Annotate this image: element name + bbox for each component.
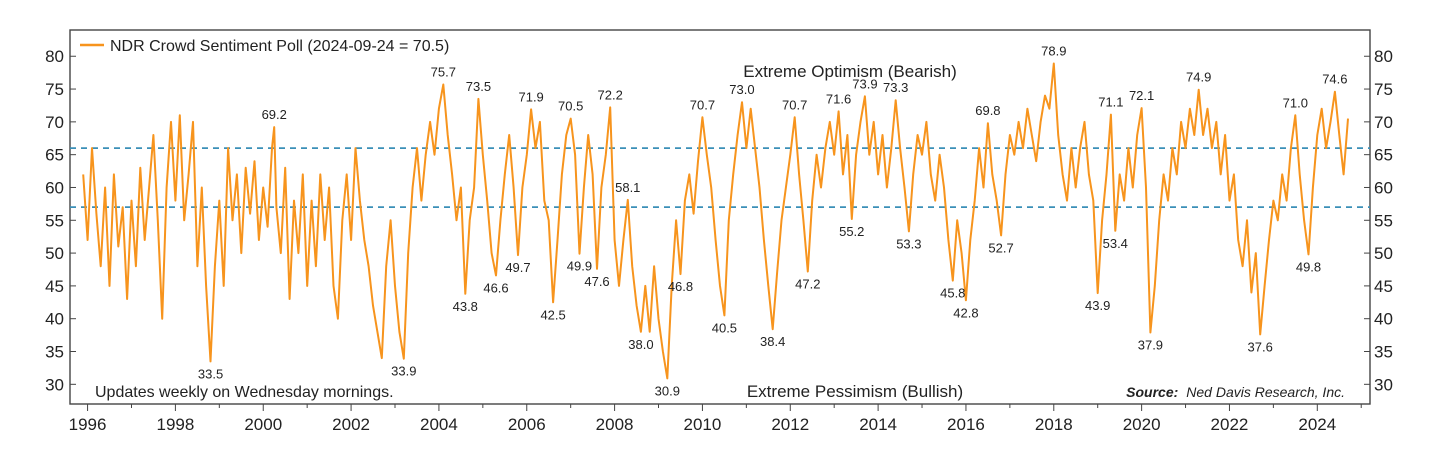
data-label: 47.2 bbox=[795, 276, 820, 291]
data-label: 53.3 bbox=[896, 236, 921, 251]
x-tick-label: 2012 bbox=[771, 415, 809, 434]
y-tick-label: 70 bbox=[45, 113, 64, 132]
y-tick-label: 55 bbox=[1374, 211, 1393, 230]
data-label: 72.2 bbox=[598, 87, 623, 102]
series-line bbox=[82, 62, 1349, 380]
x-tick-label: 1998 bbox=[156, 415, 194, 434]
x-tick-label: 2024 bbox=[1298, 415, 1336, 434]
data-label: 69.8 bbox=[975, 103, 1000, 118]
data-label: 55.2 bbox=[839, 224, 864, 239]
y-tick-label: 70 bbox=[1374, 113, 1393, 132]
data-label: 47.6 bbox=[584, 274, 609, 289]
data-label: 73.9 bbox=[852, 76, 877, 91]
y-tick-label: 30 bbox=[1374, 375, 1393, 394]
y-tick-label: 65 bbox=[1374, 146, 1393, 165]
data-label: 40.5 bbox=[712, 320, 737, 335]
data-label: 70.5 bbox=[558, 99, 583, 114]
data-label: 43.9 bbox=[1085, 298, 1110, 313]
data-label: 52.7 bbox=[988, 240, 1013, 255]
y-tick-label: 80 bbox=[1374, 47, 1393, 66]
data-label: 70.7 bbox=[782, 97, 807, 112]
x-axis: 1996 1998 2000 2002 2004 2006 2008 2010 2012 2014… bbox=[69, 404, 1362, 434]
threshold-lines bbox=[70, 147, 1370, 209]
y-axis-left: 30 35 40 45 50 55 60 65 70 75 80 bbox=[45, 47, 76, 394]
y-tick-label: 40 bbox=[45, 310, 64, 329]
update-note: Updates weekly on Wednesday mornings. bbox=[95, 384, 394, 401]
y-tick-label: 45 bbox=[45, 277, 64, 296]
data-label: 37.9 bbox=[1138, 337, 1163, 352]
data-label: 73.3 bbox=[883, 80, 908, 95]
x-tick-label: 2020 bbox=[1123, 415, 1161, 434]
x-tick-label: 1996 bbox=[69, 415, 107, 434]
data-label: 69.2 bbox=[262, 107, 287, 122]
x-tick-label: 2006 bbox=[508, 415, 546, 434]
data-label: 74.9 bbox=[1186, 70, 1211, 85]
source-credit: Source: Ned Davis Research, Inc. bbox=[1126, 384, 1345, 400]
data-label: 42.8 bbox=[953, 305, 978, 320]
x-tick-label: 2014 bbox=[859, 415, 897, 434]
data-label: 53.4 bbox=[1103, 236, 1128, 251]
series-layer bbox=[82, 62, 1349, 380]
data-label: 71.9 bbox=[518, 89, 543, 104]
data-label: 43.8 bbox=[453, 299, 478, 314]
y-tick-label: 40 bbox=[1374, 310, 1393, 329]
data-label: 45.8 bbox=[940, 286, 965, 301]
data-label: 42.5 bbox=[540, 307, 565, 322]
y-tick-label: 35 bbox=[1374, 343, 1393, 362]
y-tick-label: 50 bbox=[45, 244, 64, 263]
annotation-layer: 33.5 69.2 33.9 75.7 43.8 73.5 46.6 49.7 71.9 42.5… bbox=[198, 43, 1348, 398]
data-label: 49.9 bbox=[567, 259, 592, 274]
data-label: 73.0 bbox=[729, 82, 754, 97]
legend: NDR Crowd Sentiment Poll (2024-09-24 = 7… bbox=[80, 38, 449, 55]
data-label: 33.9 bbox=[391, 364, 416, 379]
x-tick-label: 2022 bbox=[1211, 415, 1249, 434]
y-tick-label: 50 bbox=[1374, 244, 1393, 263]
x-tick-label: 2018 bbox=[1035, 415, 1073, 434]
y-tick-label: 80 bbox=[45, 47, 64, 66]
data-label: 37.6 bbox=[1248, 339, 1273, 354]
y-tick-label: 45 bbox=[1374, 277, 1393, 296]
data-label: 72.1 bbox=[1129, 88, 1154, 103]
x-tick-label: 2002 bbox=[332, 415, 370, 434]
source-label: Source: bbox=[1126, 384, 1178, 400]
x-tick-label: 2008 bbox=[596, 415, 634, 434]
y-tick-label: 55 bbox=[45, 211, 64, 230]
data-label: 74.6 bbox=[1322, 72, 1347, 87]
data-label: 58.1 bbox=[615, 180, 640, 195]
x-tick-label: 2010 bbox=[684, 415, 722, 434]
y-tick-label: 60 bbox=[1374, 178, 1393, 197]
data-label: 70.7 bbox=[690, 97, 715, 112]
data-label: 49.7 bbox=[505, 260, 530, 275]
data-label: 71.6 bbox=[826, 91, 851, 106]
y-tick-label: 35 bbox=[45, 343, 64, 362]
x-tick-label: 2016 bbox=[947, 415, 985, 434]
data-label: 38.4 bbox=[760, 334, 785, 349]
x-tick-label: 2000 bbox=[244, 415, 282, 434]
data-label: 71.0 bbox=[1283, 95, 1308, 110]
data-label: 38.0 bbox=[628, 337, 653, 352]
data-label: 30.9 bbox=[655, 383, 680, 398]
plot-frame bbox=[69, 29, 1371, 405]
data-label: 46.8 bbox=[668, 279, 693, 294]
zone-lower-label: Extreme Pessimism (Bullish) bbox=[747, 382, 963, 401]
data-label: 33.5 bbox=[198, 366, 223, 381]
source-text: Ned Davis Research, Inc. bbox=[1186, 384, 1345, 400]
data-label: 73.5 bbox=[466, 79, 491, 94]
y-tick-label: 65 bbox=[45, 146, 64, 165]
y-tick-label: 75 bbox=[1374, 80, 1393, 99]
y-tick-label: 30 bbox=[45, 375, 64, 394]
data-label: 49.8 bbox=[1296, 259, 1321, 274]
y-tick-label: 60 bbox=[45, 178, 64, 197]
data-label: 71.1 bbox=[1098, 95, 1123, 110]
legend-label: NDR Crowd Sentiment Poll (2024-09-24 = 7… bbox=[110, 38, 449, 55]
zone-upper-label: Extreme Optimism (Bearish) bbox=[743, 62, 956, 81]
y-tick-label: 75 bbox=[45, 80, 64, 99]
data-label: 78.9 bbox=[1041, 43, 1066, 58]
x-tick-label: 2004 bbox=[420, 415, 458, 434]
data-label: 46.6 bbox=[483, 280, 508, 295]
y-axis-right: 30 35 40 45 50 55 60 65 70 75 80 bbox=[1364, 47, 1393, 394]
data-label: 75.7 bbox=[431, 64, 456, 79]
